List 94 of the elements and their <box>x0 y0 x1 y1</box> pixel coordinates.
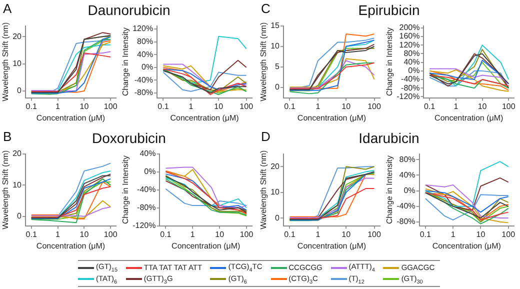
chart-title: Idarubicin <box>358 130 420 146</box>
x-axis-title: Concentration (μM) <box>36 241 106 250</box>
chart-title: Epirubicin <box>358 2 420 18</box>
x-tick-label: 100 <box>368 230 382 239</box>
x-tick-label: 10 <box>215 230 225 239</box>
x-tick-label: 0.1 <box>424 102 436 111</box>
x-tick-label: 0.1 <box>160 230 172 239</box>
text: D <box>261 129 270 144</box>
x-axis-title: Concentration (μM) <box>432 241 502 250</box>
y-tick-label: 10 <box>270 42 280 51</box>
x-tick-label: 10 <box>476 230 486 239</box>
y-tick-label: 10 <box>12 180 22 190</box>
y-axis-title: Change in Intensity <box>385 156 394 224</box>
y-tick-label: 10 <box>270 188 280 197</box>
y-tick-label: 160% <box>399 32 420 41</box>
text: B <box>3 129 12 144</box>
x-tick-label: 100 <box>502 230 516 239</box>
x-tick-label: 100 <box>104 102 118 111</box>
chart-title: Doxorubicin <box>92 130 166 146</box>
x-axis-title: Concentration (μM) <box>434 113 504 122</box>
y-tick-label: 200% <box>399 23 420 32</box>
y-tick-label: 0 <box>17 212 22 221</box>
x-tick-label: 1 <box>450 230 456 239</box>
x-tick-label: 100 <box>502 102 516 111</box>
y-tick-label: 40% <box>137 50 154 59</box>
y-tick-label: -40% <box>137 185 156 194</box>
y-tick-label: -40% <box>401 74 420 84</box>
x-tick-label: 10 <box>478 102 488 111</box>
x-tick-label: 1 <box>316 230 321 239</box>
x-axis-title: Concentration (μM) <box>172 241 241 250</box>
x-tick-label: 1 <box>56 230 61 239</box>
x-axis-title: Concentration (μM) <box>297 241 366 250</box>
y-tick-label: 15 <box>270 21 280 30</box>
x-tick-label: 0.1 <box>26 102 38 111</box>
x-tick-label: 1 <box>188 102 194 111</box>
x-tick-label: 10 <box>342 230 352 239</box>
y-tick-label: 40% <box>404 58 420 67</box>
y-tick-label: -120% <box>396 92 420 101</box>
y-axis-title: Change in Intensity <box>385 28 394 96</box>
y-tick-label: 0% <box>408 66 420 76</box>
x-tick-label: 1 <box>454 102 459 111</box>
y-tick-label: -120% <box>132 221 156 230</box>
x-tick-label: 1 <box>190 230 196 239</box>
y-axis-title: Wavelength Shift (nm) <box>259 22 268 102</box>
y-tick-label: 10 <box>12 59 22 68</box>
x-tick-label: 10 <box>80 230 90 239</box>
y-tick-label: 20 <box>12 32 22 41</box>
y-axis-title: Change in Intensity <box>121 28 130 96</box>
y-tick-label: 120% <box>132 24 154 34</box>
y-tick-label: -40% <box>134 75 154 84</box>
text: C <box>261 1 270 16</box>
y-tick-label: -80% <box>137 203 156 212</box>
x-tick-label: 0.1 <box>284 230 296 239</box>
y-tick-label: -80% <box>134 88 154 98</box>
x-tick-label: 100 <box>240 230 254 239</box>
x-axis-title: Concentration (μM) <box>36 113 106 122</box>
y-tick-label: 40% <box>399 170 416 180</box>
y-tick-label: 20 <box>12 149 22 158</box>
text: A <box>3 1 12 16</box>
y-tick-label: 40% <box>140 149 156 158</box>
x-tick-label: 0.1 <box>420 230 432 239</box>
y-tick-label: 80% <box>399 154 416 164</box>
y-tick-label: 0 <box>275 213 280 222</box>
x-tick-label: 0.1 <box>158 102 170 111</box>
x-tick-label: 10 <box>342 102 352 111</box>
x-tick-label: 100 <box>104 230 118 239</box>
x-tick-label: 1 <box>316 102 321 111</box>
y-tick-label: -80% <box>396 217 416 226</box>
chart-title: Daunorubicin <box>88 2 170 18</box>
x-tick-label: 10 <box>214 102 224 111</box>
y-tick-label: 80% <box>404 48 420 58</box>
x-axis-title: Concentration (μM) <box>170 113 240 122</box>
y-tick-label: -40% <box>396 202 416 211</box>
y-tick-label: 0% <box>142 62 154 72</box>
y-axis-title: Change in Intensity <box>121 156 130 224</box>
y-tick-label: 0 <box>275 82 280 92</box>
x-tick-label: 0.1 <box>26 230 38 239</box>
x-tick-label: 100 <box>240 102 254 111</box>
y-tick-label: 80% <box>137 37 154 46</box>
y-tick-label: 0% <box>144 167 156 176</box>
y-tick-label: 5 <box>275 62 280 72</box>
y-tick-label: 120% <box>399 40 420 50</box>
x-tick-label: 10 <box>80 102 90 111</box>
y-tick-label: 20 <box>270 162 280 171</box>
y-tick-label: 0% <box>404 186 416 195</box>
y-tick-label: 0 <box>17 86 22 96</box>
y-axis-title: Wavelength Shift (nm) <box>259 150 268 230</box>
x-tick-label: 100 <box>368 102 382 111</box>
y-axis-title: Wavelength Shift (nm) <box>1 150 10 230</box>
x-axis-title: Concentration (μM) <box>297 113 366 122</box>
x-tick-label: 1 <box>56 102 61 111</box>
y-tick-label: -80% <box>401 83 420 92</box>
y-axis-title: Wavelength Shift (nm) <box>1 22 10 102</box>
x-tick-label: 0.1 <box>284 102 296 111</box>
